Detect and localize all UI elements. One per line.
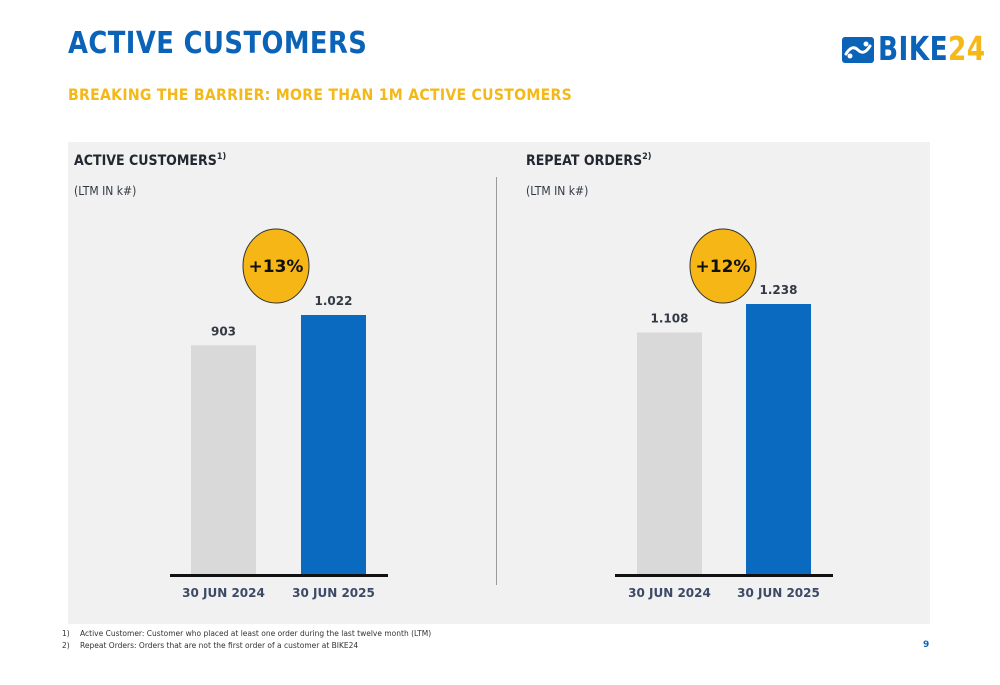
footnote-2-num: 2) (62, 641, 70, 650)
chart-2-title: REPEAT ORDERS2) (526, 152, 652, 169)
chart-1-tick-label-1: 30 JUN 2024 (182, 586, 265, 600)
footnote-1: 1) Active Customer: Customer who placed a… (62, 628, 431, 640)
chart-1-footnote-ref: 1) (216, 152, 227, 162)
chart-1-baseline (170, 574, 388, 577)
chart-2-title-text: REPEAT ORDERS (526, 153, 643, 169)
page-subtitle: BREAKING THE BARRIER: MORE THAN 1M ACTIV… (68, 85, 573, 104)
chart-2-bar-1 (637, 332, 702, 575)
footnote-2: 2) Repeat Orders: Orders that are not the… (62, 640, 431, 652)
chart-1-title: ACTIVE CUSTOMERS1) (74, 152, 226, 169)
chart-2-value-label-2: 1.238 (760, 283, 798, 297)
chart-2-subtitle: (LTM IN k#) (526, 184, 589, 198)
chart-2-value-label-1: 1.108 (651, 311, 689, 325)
chart-1-growth-label: +13% (249, 257, 304, 277)
chart-2-tick-label-1: 30 JUN 2024 (628, 586, 711, 600)
chart-2-bar-2 (746, 304, 811, 575)
logo-text-bike: BIKE (878, 29, 949, 68)
chart-1-value-label-2: 1.022 (315, 294, 353, 308)
chart-1-growth-bubble (242, 228, 310, 304)
footnotes: 1) Active Customer: Customer who placed a… (62, 628, 431, 652)
page-number: 9 (923, 640, 930, 650)
logo-wordmark: BIKE24 (878, 29, 986, 68)
bike24-logo: BIKE24 (842, 29, 985, 72)
chart-1-title-text: ACTIVE CUSTOMERS (74, 153, 217, 169)
chart-2-footnote-ref: 2) (642, 152, 652, 162)
chart-1-value-label-1: 903 (211, 324, 236, 338)
chart-2-growth-bubble (689, 228, 757, 304)
page-title: ACTIVE CUSTOMERS (68, 26, 368, 61)
bike-chain-icon (842, 37, 874, 63)
chart-2-baseline (615, 574, 833, 577)
footnote-1-num: 1) (62, 629, 70, 638)
chart-1-bar-1 (191, 345, 256, 575)
chart-2-growth-label: +12% (696, 257, 751, 277)
footnote-2-text: Repeat Orders: Orders that are not the f… (80, 641, 359, 650)
panel-divider (496, 177, 497, 585)
footnote-1-text: Active Customer: Customer who placed at … (80, 629, 432, 638)
logo-text-24: 24 (948, 29, 986, 68)
chart-1-tick-label-2: 30 JUN 2025 (292, 586, 375, 600)
chart-2-tick-label-2: 30 JUN 2025 (737, 586, 820, 600)
chart-1-bar-2 (301, 315, 366, 575)
chart-1-subtitle: (LTM IN k#) (74, 184, 137, 198)
